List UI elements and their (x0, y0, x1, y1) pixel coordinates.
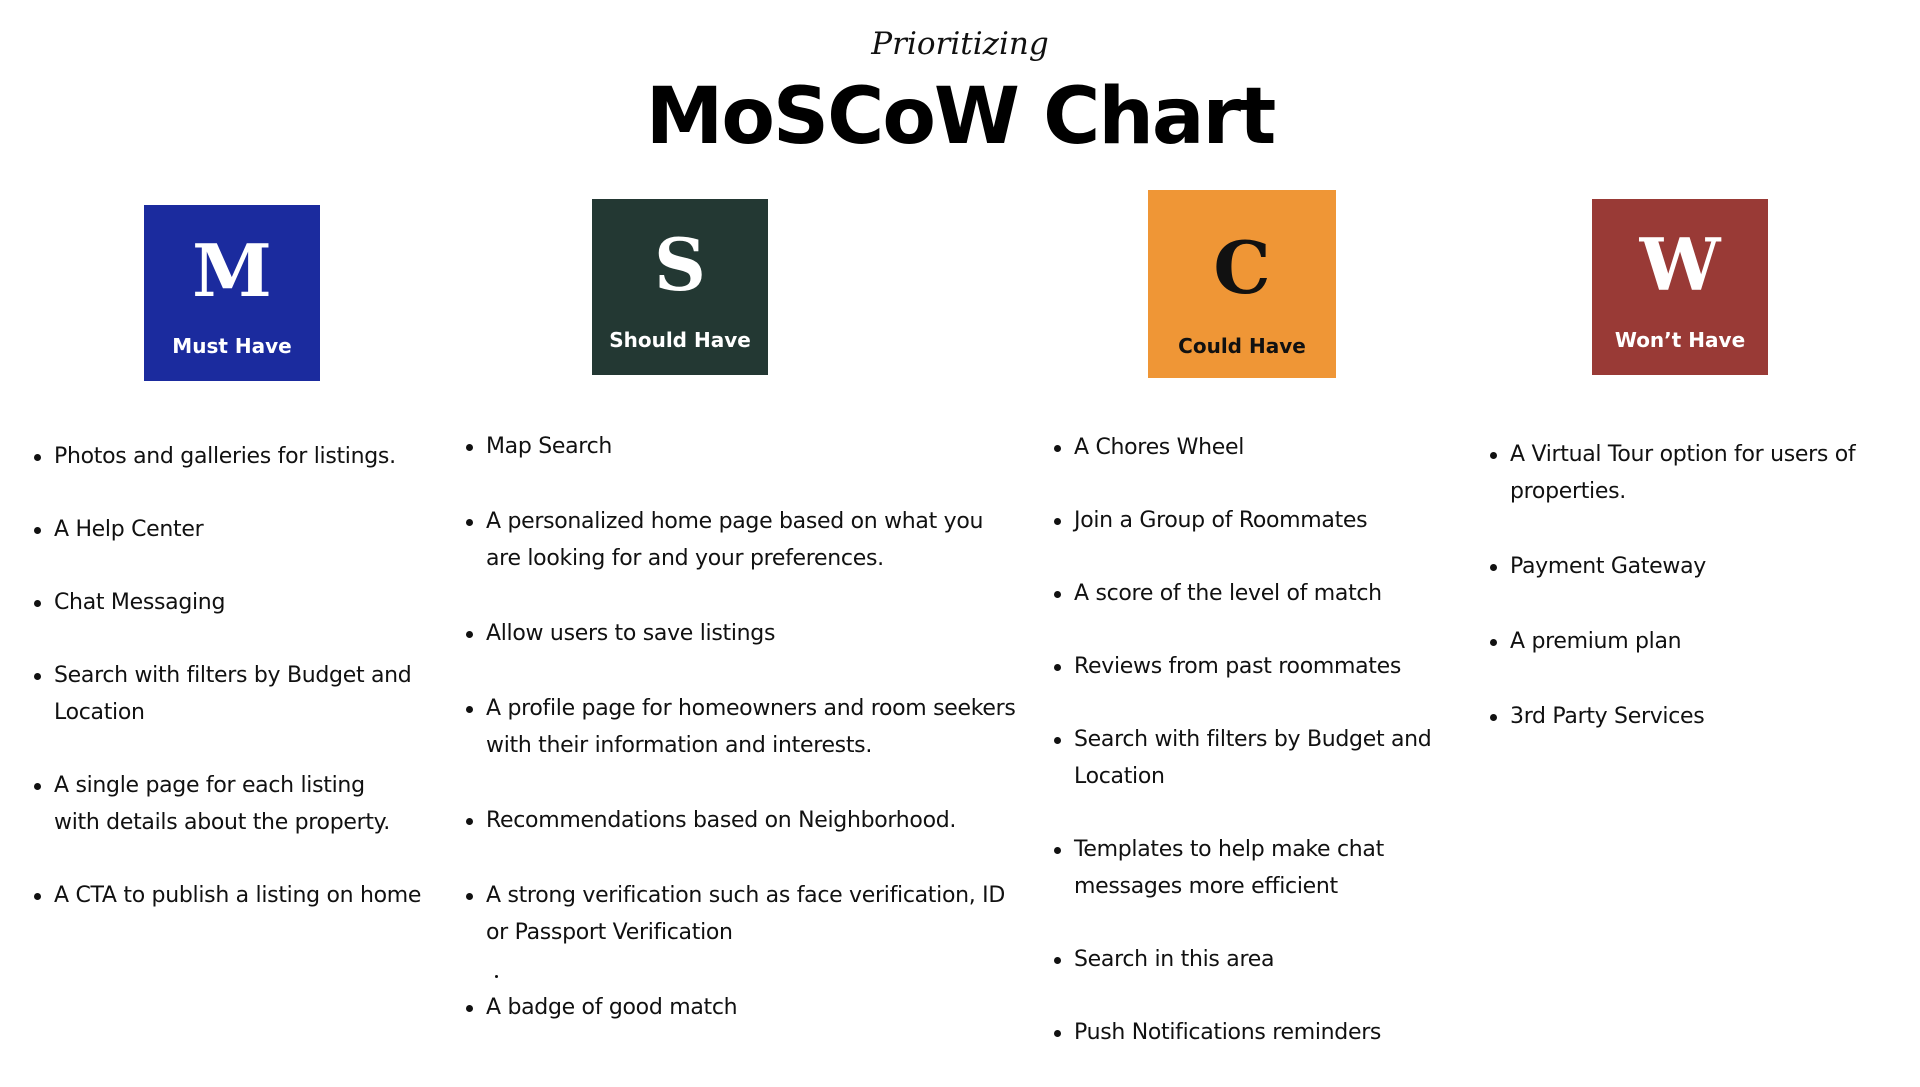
bullet-icon (466, 818, 473, 825)
chart-title: MoSCoW Chart (645, 72, 1277, 162)
stray-dot (495, 975, 498, 978)
bullet-icon (34, 893, 41, 900)
must-have-list: Photos and galleries for listings. A Hel… (34, 438, 434, 950)
could-have-tile: C Could Have (1148, 190, 1336, 378)
list-item: A profile page for homeowners and room s… (466, 690, 1016, 764)
wont-have-letter: W (1639, 222, 1721, 307)
list-item: Photos and galleries for listings. (34, 438, 434, 475)
bullet-icon (1490, 714, 1497, 721)
must-have-letter: M (192, 228, 272, 313)
list-item: Search with filters by Budget and Locati… (1054, 721, 1464, 795)
list-item: A premium plan (1490, 623, 1890, 660)
bullet-icon (466, 519, 473, 526)
must-have-label: Must Have (172, 334, 292, 358)
should-have-list: Map Search A personalized home page base… (466, 428, 1026, 1062)
list-item: 3rd Party Services (1490, 698, 1890, 735)
bullet-icon (1054, 518, 1061, 525)
list-item: A single page for each listing with deta… (34, 767, 414, 841)
list-item: A badge of good match (466, 989, 1026, 1026)
must-have-tile: M Must Have (144, 205, 320, 381)
list-item: A Help Center (34, 511, 434, 548)
bullet-icon (466, 893, 473, 900)
list-item: Map Search (466, 428, 1026, 465)
bullet-icon (466, 706, 473, 713)
list-item: Payment Gateway (1490, 548, 1890, 585)
bullet-icon (1490, 564, 1497, 571)
list-item: Reviews from past roommates (1054, 648, 1454, 685)
bullet-icon (466, 1005, 473, 1012)
list-item: Templates to help make chat messages mor… (1054, 831, 1434, 905)
bullet-icon (466, 444, 473, 451)
list-item: A strong verification such as face verif… (466, 877, 1016, 951)
list-item: A Chores Wheel (1054, 429, 1454, 466)
bullet-icon (1054, 1030, 1061, 1037)
list-item: A score of the level of match (1054, 575, 1454, 612)
bullet-icon (466, 631, 473, 638)
could-have-label: Could Have (1178, 334, 1306, 358)
list-item: Join a Group of Roommates (1054, 502, 1454, 539)
wont-have-list: A Virtual Tour option for users of prope… (1490, 436, 1890, 771)
bullet-icon (1054, 957, 1061, 964)
wont-have-tile: W Won’t Have (1592, 199, 1768, 375)
should-have-letter: S (654, 222, 706, 307)
bullet-icon (1054, 591, 1061, 598)
list-item: Push Notifications reminders (1054, 1014, 1454, 1051)
bullet-icon (34, 600, 41, 607)
wont-have-label: Won’t Have (1614, 328, 1746, 352)
list-item: Chat Messaging (34, 584, 434, 621)
could-have-list: A Chores Wheel Join a Group of Roommates… (1054, 429, 1454, 1087)
list-item: A personalized home page based on what y… (466, 503, 1016, 577)
bullet-icon (1054, 737, 1061, 744)
bullet-icon (1490, 639, 1497, 646)
chart-subtitle: Prioritizing (871, 26, 1049, 62)
list-item: A Virtual Tour option for users of prope… (1490, 436, 1910, 510)
bullet-icon (1054, 664, 1061, 671)
should-have-tile: S Should Have (592, 199, 768, 375)
bullet-icon (34, 673, 41, 680)
bullet-icon (34, 454, 41, 461)
list-item: Allow users to save listings (466, 615, 1026, 652)
bullet-icon (34, 783, 41, 790)
bullet-icon (1054, 847, 1061, 854)
could-have-letter: C (1213, 225, 1271, 310)
should-have-label: Should Have (609, 328, 751, 352)
bullet-icon (1054, 445, 1061, 452)
bullet-icon (34, 527, 41, 534)
list-item: Recommendations based on Neighborhood. (466, 802, 1026, 839)
list-item: Search in this area (1054, 941, 1454, 978)
list-item: A CTA to publish a listing on home (34, 877, 434, 914)
list-item: Search with filters by Budget and Locati… (34, 657, 414, 731)
bullet-icon (1490, 452, 1497, 459)
